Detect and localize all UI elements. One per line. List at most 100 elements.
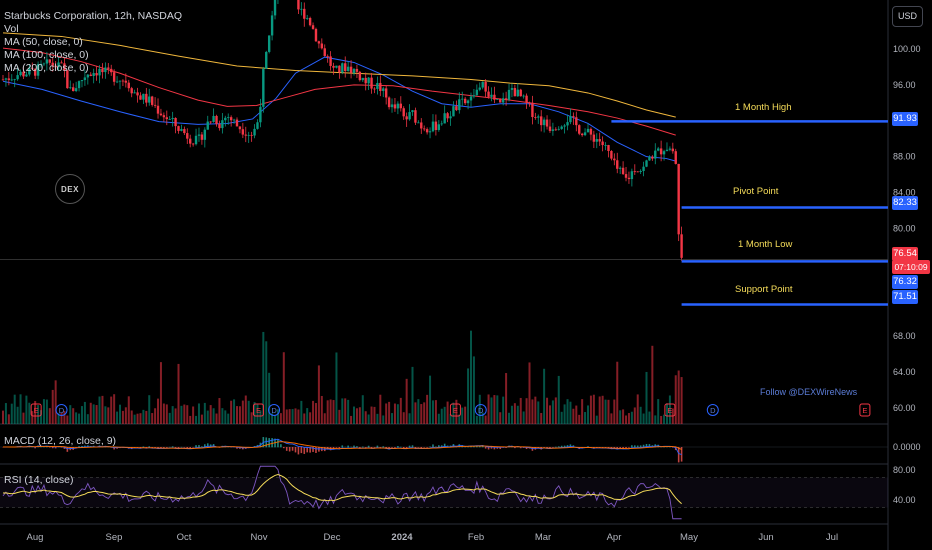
volume-bar: [537, 401, 540, 424]
macd-histogram-bar: [189, 447, 191, 449]
macd-histogram-bar: [487, 447, 490, 450]
volume-bar: [335, 352, 338, 424]
macd-histogram-bar: [379, 447, 382, 448]
ma100-indicator-label[interactable]: MA (100, close, 0): [4, 49, 89, 61]
volume-bar: [168, 412, 171, 424]
candle-body: [355, 68, 359, 72]
ma200-indicator-label[interactable]: MA (200, close, 0): [4, 62, 89, 74]
candle-body: [510, 88, 514, 90]
volume-bar: [379, 394, 382, 424]
candle-body: [224, 117, 227, 121]
candle-body: [531, 102, 534, 118]
volume-indicator-label[interactable]: Vol: [4, 23, 19, 35]
volume-bar: [78, 413, 81, 424]
candle-body: [525, 95, 528, 103]
price-tag-month-high: 91.93: [892, 112, 918, 126]
volume-bar: [95, 405, 98, 424]
volume-bar: [22, 412, 25, 424]
marker-label: D: [710, 406, 716, 415]
candle-body: [475, 89, 479, 96]
volume-bar: [657, 399, 660, 424]
volume-bar: [496, 395, 499, 424]
candle-body: [133, 92, 136, 94]
rsi-indicator-label[interactable]: RSI (14, close): [4, 474, 74, 486]
price-tag-month-low: 76.32: [892, 275, 918, 289]
macd-histogram-bar: [318, 447, 320, 452]
volume-bar: [72, 408, 75, 424]
macd-indicator-label[interactable]: MACD (12, 26, close, 9): [4, 435, 117, 447]
volume-bar: [560, 411, 563, 424]
dividend-marker[interactable]: D: [268, 404, 281, 416]
macd-histogram-bar: [198, 445, 200, 448]
candle-body: [341, 63, 344, 73]
macd-histogram-bar: [394, 447, 396, 448]
volume-bar: [399, 397, 402, 424]
candle-body: [153, 104, 157, 106]
volume-bar: [414, 402, 417, 424]
macd-histogram-bar: [332, 447, 335, 450]
earnings-marker[interactable]: E: [449, 403, 461, 417]
volume-bar: [458, 414, 461, 424]
candle-body: [551, 129, 555, 131]
candle-body: [384, 88, 388, 98]
candle-body: [490, 94, 493, 97]
candle-body: [651, 156, 654, 159]
candle-body: [545, 119, 549, 127]
candle-body: [57, 62, 60, 68]
volume-bar: [86, 414, 89, 424]
earnings-marker[interactable]: E: [664, 403, 676, 417]
macd-histogram-bar: [291, 447, 294, 451]
macd-signal-line: [2, 441, 682, 450]
volume-bar: [238, 406, 241, 424]
macd-histogram-bar: [634, 445, 636, 448]
volume-bar: [54, 380, 57, 424]
candle-body: [481, 81, 484, 88]
macd-histogram-bar: [560, 445, 563, 448]
volume-bar: [69, 405, 72, 424]
dividend-marker[interactable]: D: [55, 404, 68, 416]
macd-histogram-bar: [192, 447, 194, 448]
candle-body: [36, 64, 40, 76]
dividend-marker[interactable]: D: [474, 404, 487, 416]
volume-bar: [396, 404, 399, 424]
candle-body: [461, 98, 464, 100]
volume-bar: [186, 405, 189, 424]
earnings-marker[interactable]: E: [252, 403, 264, 417]
volume-bar: [452, 402, 455, 424]
volume-bar: [13, 394, 16, 424]
macd-histogram-bar: [280, 444, 282, 448]
volume-bar: [227, 413, 230, 424]
dividend-marker-frame: [55, 404, 68, 416]
volume-bar: [508, 412, 511, 424]
macd-histogram-bar: [619, 447, 621, 449]
volume-bar: [546, 397, 549, 424]
earnings-marker[interactable]: E: [30, 403, 42, 417]
currency-button[interactable]: USD: [892, 6, 923, 27]
volume-bar: [595, 415, 598, 424]
candle-body: [16, 75, 19, 80]
ma50-indicator-label[interactable]: MA (50, close, 0): [4, 36, 83, 48]
candle-body: [60, 62, 63, 64]
volume-bar: [320, 395, 323, 424]
candle-body: [616, 160, 619, 169]
candle-body: [668, 148, 672, 150]
candle-body: [537, 116, 540, 118]
candle-body: [209, 121, 212, 123]
macd-histogram-bar: [204, 444, 206, 448]
candle-body: [145, 93, 148, 103]
volume-bar: [420, 404, 423, 424]
candle-body: [247, 134, 250, 136]
macd-histogram-bar: [268, 438, 270, 448]
candle-body: [115, 81, 119, 83]
volume-bar: [636, 394, 639, 424]
dividend-marker[interactable]: D: [706, 404, 719, 416]
candle-body: [25, 74, 28, 77]
candle-body: [519, 89, 522, 97]
volume-bar: [268, 372, 271, 424]
candle-body: [657, 148, 660, 151]
volume-bar: [627, 413, 630, 424]
volume-bar: [674, 375, 677, 424]
earnings-marker[interactable]: E: [859, 403, 871, 417]
candle-body: [344, 63, 347, 72]
